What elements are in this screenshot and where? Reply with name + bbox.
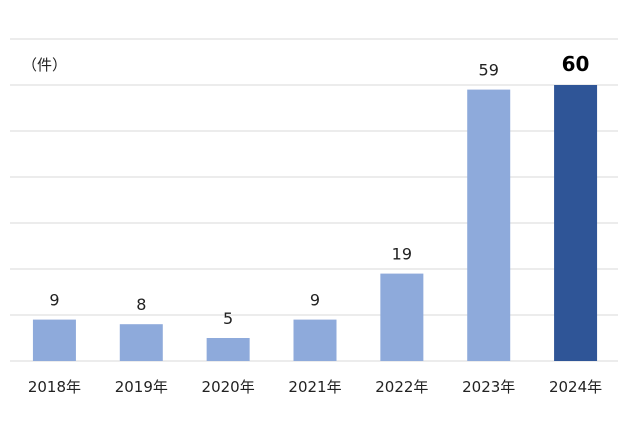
data-label-0: 9 <box>49 291 59 310</box>
data-label-3: 9 <box>310 291 320 310</box>
bar-0 <box>32 319 76 361</box>
x-tick-label-6: 2024年 <box>549 378 602 396</box>
x-axis-tick-labels: 2018年 2019年 2020年 2021年 2022年 2023年 2024年 <box>28 378 602 396</box>
unit-label: （件） <box>22 56 67 74</box>
bar-5 <box>467 89 511 361</box>
bar-2 <box>206 338 250 361</box>
data-label-6: 60 <box>562 52 590 76</box>
data-label-2: 5 <box>223 309 233 328</box>
x-tick-label-1: 2019年 <box>115 378 168 396</box>
gridlines <box>10 38 618 362</box>
x-tick-label-2: 2020年 <box>202 378 255 396</box>
data-label-4: 19 <box>392 245 412 264</box>
bars <box>32 85 598 361</box>
bar-1 <box>119 324 163 361</box>
bar-4 <box>380 273 424 361</box>
bar-3 <box>293 319 337 361</box>
x-tick-label-3: 2021年 <box>288 378 341 396</box>
bar-6 <box>554 85 598 361</box>
data-label-1: 8 <box>136 295 146 314</box>
x-tick-label-0: 2018年 <box>28 378 81 396</box>
data-label-5: 59 <box>479 61 499 80</box>
x-tick-label-5: 2023年 <box>462 378 515 396</box>
x-tick-label-4: 2022年 <box>375 378 428 396</box>
